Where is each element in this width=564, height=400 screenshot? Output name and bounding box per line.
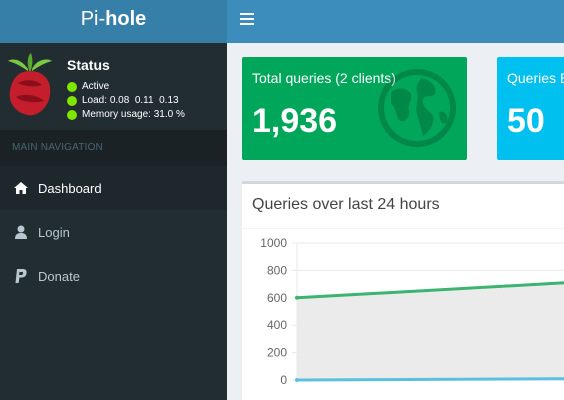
home-icon [14,181,28,195]
series-total-point [295,295,299,300]
logo-prefix: Pi- [80,8,106,30]
y-tick-label: 600 [267,291,287,305]
queries-blocked-box: Queries B 50 [497,57,564,160]
status-active: Active [67,80,185,94]
queries-chart: 1000 800 600 400 200 0 [260,236,564,387]
y-tick-label: 1000 [260,236,287,250]
total-queries-value: 1,936 [252,102,338,140]
total-queries-label: Total queries (2 clients) [252,70,396,86]
panel-divider [242,228,564,229]
memory-label: Memory usage: [82,109,151,120]
memory-value: 31.0 % [153,109,185,120]
memory-dot-icon [67,110,77,120]
sidebar: Pi-hole Status Active Load: 0.08 0.11 0.… [0,0,227,400]
series-total-area [297,282,564,380]
globe-icon [378,69,456,147]
user-panel: Status Active Load: 0.08 0.11 0.13 Memor… [0,43,227,130]
paypal-icon [14,269,28,283]
logo-bold: hole [105,8,147,30]
y-tick-label: 400 [267,318,287,332]
status-memory: Memory usage: 31.0 % [67,108,185,122]
load-dot-icon [67,96,77,106]
series-total-line [296,281,564,300]
queries-chart-panel: Queries over last 24 hours 1000 800 600 400… [242,181,564,400]
sidebar-item-label: Donate [38,268,80,284]
load-label: Load: [82,95,108,106]
y-tick-label: 800 [267,263,287,277]
top-navbar [227,0,564,43]
queries-blocked-value: 50 [507,102,545,140]
status-block: Status Active Load: 0.08 0.11 0.13 Memor… [67,57,185,122]
sidebar-item-label: Login [38,224,70,240]
status-load: Load: 0.08 0.11 0.13 [67,94,185,108]
sidebar-item-login[interactable]: Login [0,210,227,254]
total-queries-box: Total queries (2 clients) 1,936 [242,57,467,160]
sidebar-item-donate[interactable]: Donate [0,254,227,298]
app-logo[interactable]: Pi-hole [0,0,227,43]
series-blocked-line [296,377,564,382]
status-active-label: Active [82,81,110,92]
panel-title: Queries over last 24 hours [252,196,440,213]
load-values: 0.08 0.11 0.13 [109,95,179,106]
sidebar-item-label: Dashboard [38,180,102,196]
raspberry-logo-icon [8,53,52,116]
queries-blocked-label: Queries B [507,70,564,86]
nav-header: MAIN NAVIGATION [0,130,227,166]
y-tick-label: 200 [267,346,287,360]
user-icon [14,225,28,239]
sidebar-item-dashboard[interactable]: Dashboard [0,166,227,210]
y-tick-label: 0 [280,373,287,387]
status-dot-icon [67,82,77,92]
series-blocked-point [295,378,299,382]
status-title: Status [67,57,110,73]
hamburger-menu-icon[interactable] [240,13,254,25]
